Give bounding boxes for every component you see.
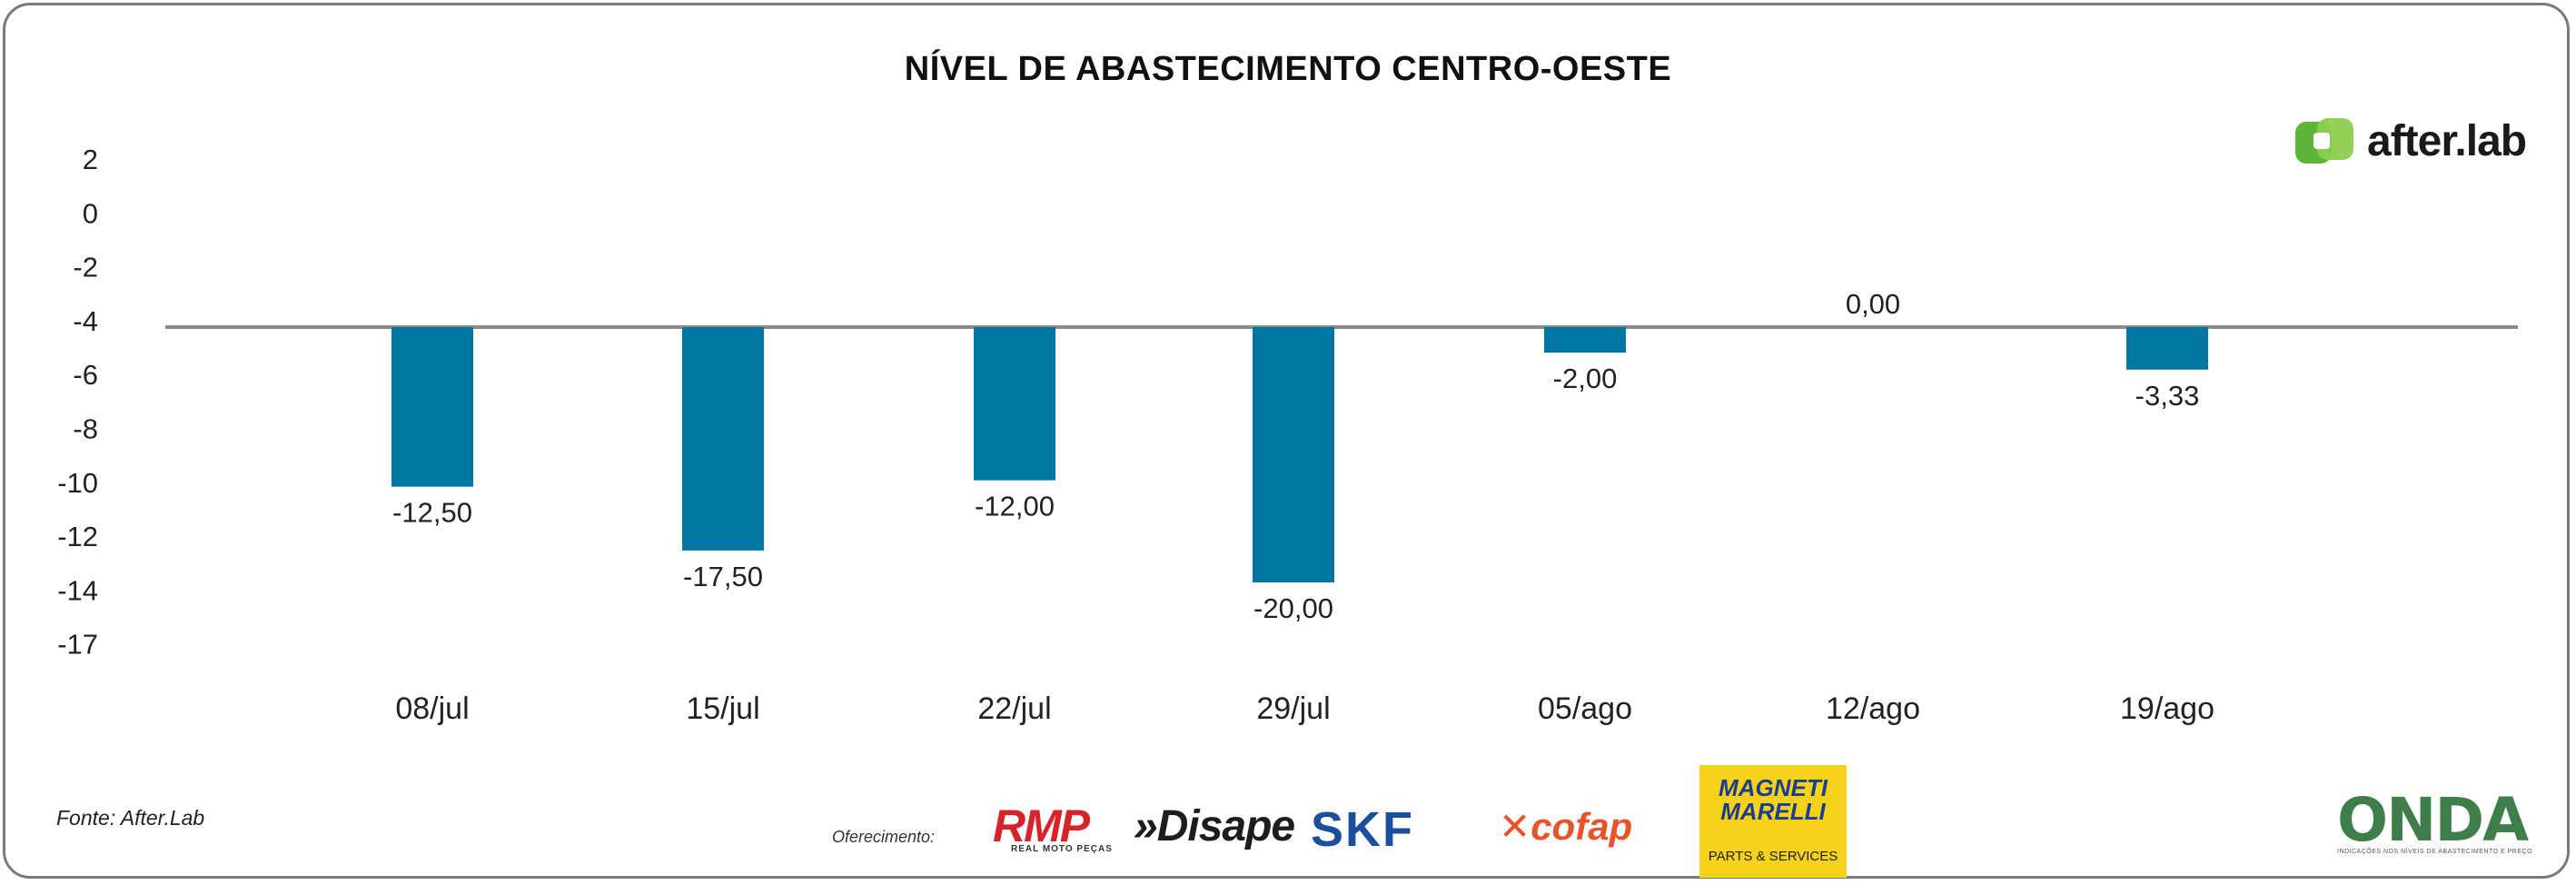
magneti-line1: MAGNETI [1719,774,1828,801]
magneti-line2: MARELLI [1720,798,1826,825]
bar [682,327,764,551]
y-tick-label: -6 [73,359,98,391]
bar [391,327,473,487]
onda-tagline: INDICAÇÕES NOS NÍVEIS DE ABASTECIMENTO E… [2337,849,2533,855]
y-tick-label: 0 [83,197,98,229]
rmp-logo: RMP [993,800,1090,851]
data-label: 0,00 [1846,288,1900,320]
x-tick-label: 12/ago [1826,691,1920,726]
disape-logo: »Disape [1134,802,1295,850]
magneti-subtitle: PARTS & SERVICES [1708,849,1838,864]
data-label: -17,50 [683,561,763,592]
x-tick-label: 15/jul [686,691,759,726]
y-tick-label: -2 [73,252,98,283]
bar [1544,327,1626,353]
magneti-marelli-logo: MAGNETI MARELLI PARTS & SERVICES [1699,765,1847,878]
y-tick-label: -4 [73,305,98,337]
x-tick-label: 08/jul [395,691,469,726]
y-tick-label: -10 [57,467,98,499]
data-label: -12,50 [392,497,472,529]
x-tick-label: 22/jul [977,691,1051,726]
cofap-logo: ✕cofap [1499,805,1633,848]
data-label: -2,00 [1553,363,1618,394]
bar [2126,327,2208,370]
bar [1253,327,1334,582]
x-tick-label: 19/ago [2120,691,2214,726]
chart-title: NÍVEL DE ABASTECIMENTO CENTRO-OESTE [904,50,1672,88]
skf-logo: SKF [1311,802,1414,857]
onda-logo: ONDA [2337,785,2529,855]
x-tick-label: 05/ago [1538,691,1632,726]
sponsor-label: Oferecimento: [832,828,936,846]
afterlab-logo-text: after.lab [2367,117,2527,165]
cofap-logo-text: cofap [1531,805,1633,848]
y-tick-label: -8 [73,413,98,445]
data-label: -3,33 [2135,380,2200,412]
afterlab-logo-icon [2295,118,2361,174]
data-label: -12,00 [975,491,1055,522]
source-note: Fonte: After.Lab [56,806,205,830]
y-tick-label: -12 [57,521,98,552]
y-tick-label: -14 [57,574,98,606]
bar [974,327,1055,481]
y-tick-label: -17 [57,629,98,661]
x-tick-label: 29/jul [1256,691,1330,726]
y-tick-label: 2 [83,144,98,175]
disape-logo-text: Disape [1156,802,1295,850]
data-label: -20,00 [1253,592,1333,624]
rmp-logo-subtitle: REAL MOTO PEÇAS [1011,844,1113,854]
